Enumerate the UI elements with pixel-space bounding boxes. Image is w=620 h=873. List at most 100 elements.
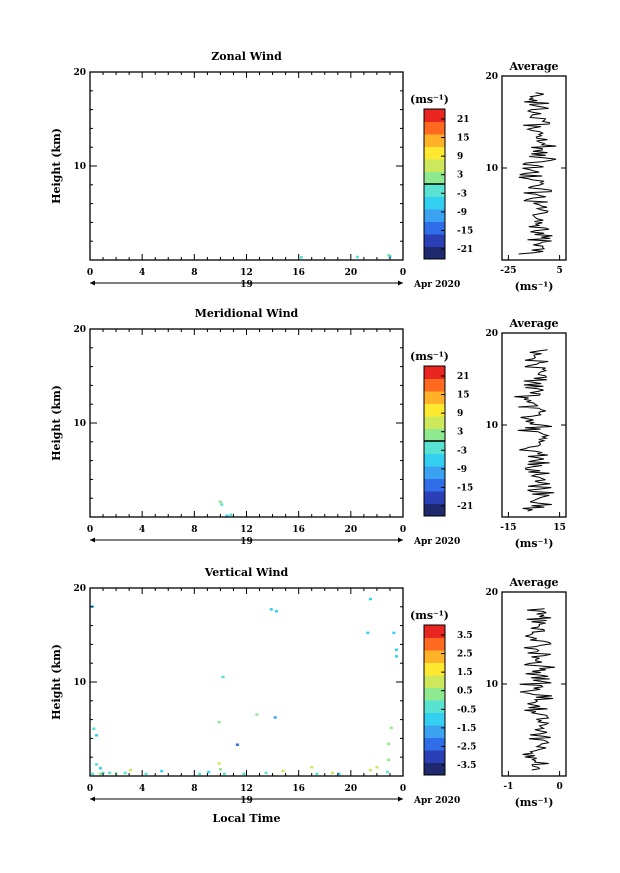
- day-axis-arrow-left: [90, 537, 95, 543]
- data-cell: [375, 766, 379, 769]
- colorbar-segment: [424, 637, 445, 651]
- panel-2: Meridional Wind 0 4 8 12 16 20 0 20 10 Height (km)…: [50, 307, 567, 550]
- colorbar-segment: [424, 700, 445, 713]
- colorbar-segment: [424, 712, 445, 726]
- profile-y-tick-label: 20: [485, 329, 498, 339]
- colorbar-segment: [424, 441, 445, 454]
- x-tick-label: 4: [139, 525, 145, 535]
- data-cell: [368, 597, 372, 601]
- profile-title: Average: [508, 317, 558, 330]
- average-profile: Average 20 10 -15 15 (ms⁻¹): [485, 317, 567, 550]
- colorbar-segment: [424, 762, 445, 776]
- data-cell: [355, 255, 359, 259]
- data-cell: [387, 742, 391, 746]
- profile-y-tick-label: 20: [485, 72, 498, 82]
- panel-title: Zonal Wind: [211, 50, 282, 63]
- colorbar-tick-label: -21: [457, 502, 473, 512]
- data-cell: [394, 648, 398, 652]
- day-axis-arrow-right: [398, 796, 403, 802]
- data-cell: [229, 513, 233, 517]
- colorbar-tick-label: 15: [457, 391, 470, 401]
- x-tick-label: 4: [139, 268, 145, 278]
- data-cell: [387, 758, 391, 762]
- colorbar-segment: [424, 650, 445, 663]
- colorbar-segment: [424, 109, 445, 122]
- colorbar-segment: [424, 134, 445, 147]
- colorbar-tick-label: -3.5: [457, 761, 476, 771]
- colorbar-segment: [424, 491, 445, 504]
- colorbar-tick-label: -9: [457, 208, 467, 218]
- colorbar-segment: [424, 416, 445, 429]
- data-cell: [160, 769, 164, 773]
- y-tick-label: 20: [73, 68, 86, 78]
- x-tick-label: 0: [400, 525, 406, 535]
- data-cell: [221, 675, 225, 679]
- colorbar-segment: [424, 171, 445, 185]
- colorbar-unit: (ms⁻¹): [410, 609, 449, 622]
- panel-1: Zonal Wind 0 4 8 12 16 20 0 20 10 Height (km) 19 Apr…: [50, 50, 567, 293]
- data-cell: [95, 734, 99, 737]
- colorbar-tick-label: -3: [457, 189, 467, 199]
- colorbar-tick-label: 0.5: [457, 687, 473, 697]
- colorbar-tick-label: -2.5: [457, 742, 476, 752]
- colorbar-tick-label: 21: [457, 115, 470, 125]
- data-cell: [331, 771, 335, 775]
- date-label: Apr 2020: [413, 537, 460, 547]
- profile-y-tick-label: 10: [485, 164, 498, 174]
- data-cell: [98, 772, 102, 776]
- colorbar-segment: [424, 196, 445, 210]
- day-label: 19: [240, 280, 253, 290]
- colorbar-segment: [424, 625, 445, 638]
- profile-y-tick-label: 20: [485, 588, 498, 598]
- data-cell: [218, 767, 222, 771]
- plot-frame: [89, 587, 404, 777]
- profile-x-tick-label: 0: [556, 782, 562, 792]
- data-cell: [235, 743, 239, 746]
- profile-x-label: (ms⁻¹): [515, 537, 554, 550]
- data-cell: [394, 655, 398, 658]
- x-tick-label: 0: [87, 525, 93, 535]
- colorbar-tick-label: -15: [457, 483, 473, 493]
- data-cell: [207, 770, 211, 774]
- colorbar-tick-label: 9: [457, 409, 463, 419]
- colorbar-tick-label: 3: [457, 428, 463, 438]
- colorbar-tick-label: 3: [457, 171, 463, 181]
- colorbar-segment: [424, 234, 445, 247]
- x-tick-label: 4: [139, 784, 145, 794]
- profile-x-tick-label: -1: [503, 782, 513, 792]
- colorbar-tick-label: -21: [457, 245, 473, 255]
- y-axis-label: Height (km): [50, 128, 63, 204]
- profile-x-tick-label: -25: [500, 266, 516, 276]
- data-cell: [385, 770, 389, 774]
- data-cell: [95, 763, 99, 766]
- colorbar-segment: [424, 428, 445, 442]
- data-cell: [388, 255, 392, 258]
- average-profile: Average 20 10 -1 0(ms⁻¹): [485, 576, 567, 809]
- data-cell: [281, 769, 285, 773]
- colorbar-segment: [424, 221, 445, 235]
- profile-x-label: (ms⁻¹): [515, 280, 554, 293]
- colorbar-frame: [423, 624, 446, 776]
- colorbar-tick-label: -9: [457, 465, 467, 475]
- data-cell: [255, 713, 259, 716]
- profile-y-tick-label: 10: [485, 421, 498, 431]
- profile-x-tick-label: 15: [553, 523, 566, 533]
- x-tick-label: 8: [191, 268, 197, 278]
- data-cell: [368, 768, 372, 772]
- data-cell: [392, 631, 396, 635]
- profile-line: [518, 92, 557, 255]
- data-cell: [222, 772, 226, 776]
- colorbar-segment: [424, 159, 445, 172]
- colorbar-segment: [424, 662, 445, 676]
- day-axis-arrow-right: [398, 280, 403, 286]
- colorbar-segment: [424, 209, 445, 222]
- data-cell: [123, 771, 127, 775]
- colorbar-segment: [424, 750, 445, 763]
- x-tick-label: 0: [400, 784, 406, 794]
- x-tick-label: 20: [345, 268, 358, 278]
- x-tick-label: 8: [191, 784, 197, 794]
- colorbar-segment: [424, 246, 445, 260]
- data-cell: [108, 771, 112, 775]
- data-cell: [217, 720, 221, 724]
